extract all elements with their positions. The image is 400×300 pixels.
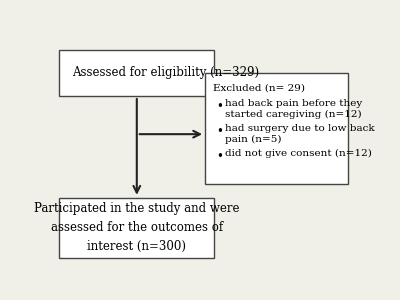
Text: pain (n=5): pain (n=5) xyxy=(225,135,282,144)
Text: had surgery due to low back: had surgery due to low back xyxy=(225,124,375,133)
Text: •: • xyxy=(216,125,223,138)
FancyBboxPatch shape xyxy=(205,73,348,184)
FancyBboxPatch shape xyxy=(59,50,214,96)
Text: had back pain before they: had back pain before they xyxy=(225,99,362,108)
Text: Participated in the study and were
assessed for the outcomes of
interest (n=300): Participated in the study and were asses… xyxy=(34,202,240,253)
Text: did not give consent (n=12): did not give consent (n=12) xyxy=(225,149,372,158)
Text: •: • xyxy=(216,150,223,163)
Text: Excluded (n= 29): Excluded (n= 29) xyxy=(213,83,305,92)
Text: started caregiving (n=12): started caregiving (n=12) xyxy=(225,110,362,118)
Text: •: • xyxy=(216,100,223,112)
FancyBboxPatch shape xyxy=(59,198,214,258)
Text: Assessed for eligibility (n=329): Assessed for eligibility (n=329) xyxy=(72,67,259,80)
